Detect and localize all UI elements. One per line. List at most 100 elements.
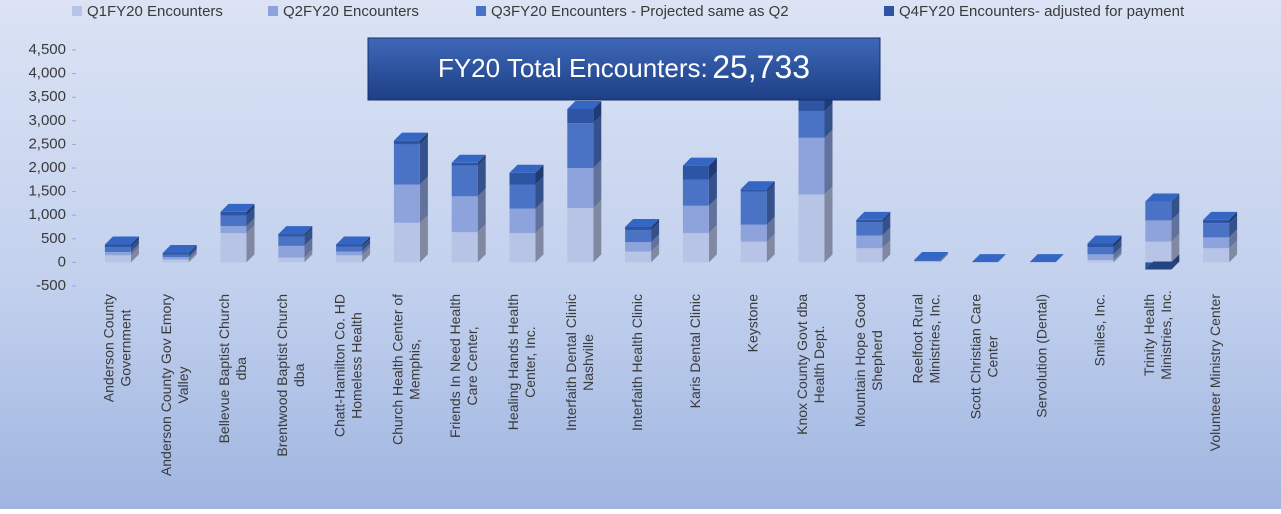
x-tick-line: Church Health Center of	[389, 294, 405, 445]
bar-side	[420, 136, 428, 184]
x-tick-line: Brentwood Baptist Church	[274, 294, 290, 457]
x-tick-line: Center, Inc.	[522, 326, 538, 398]
bar-segment	[336, 252, 362, 256]
bar-segment	[567, 123, 593, 168]
y-tick-label: 1,000	[28, 206, 66, 223]
x-tick-line: Health Dept.	[811, 326, 827, 404]
y-tick-label: 2,000	[28, 159, 66, 176]
bar-segment	[1203, 248, 1229, 262]
bar-segment	[510, 233, 536, 262]
x-tick-line: Trinity Health	[1141, 294, 1157, 376]
x-tick-line: Healing Hands Health	[505, 294, 521, 430]
y-tick-label: 0	[58, 253, 66, 270]
bar-segment	[799, 138, 825, 195]
x-tick-line: Anderson County Gov Emory	[158, 294, 174, 476]
bar-side	[825, 186, 833, 262]
x-tick-line: Volunteer Ministry Center	[1207, 294, 1223, 452]
x-tick-line: Center	[984, 335, 1000, 377]
x-tick-line: Memphis,	[406, 339, 422, 400]
legend-swatch	[884, 6, 894, 16]
x-tick-label: Trinity HealthMinistries, Inc.	[1141, 290, 1174, 379]
bar-segment	[1145, 220, 1171, 241]
x-tick-line: Smiles, Inc.	[1091, 294, 1107, 366]
bar-segment	[1088, 247, 1114, 254]
bar-segment	[799, 111, 825, 137]
x-tick-label: Volunteer Ministry Center	[1207, 294, 1223, 452]
bar-side	[420, 215, 428, 263]
bar-segment	[105, 247, 131, 252]
y-tick-label: -500	[36, 277, 66, 294]
bar-segment	[683, 166, 709, 180]
bar-segment	[394, 141, 420, 145]
x-tick-label: Reelfoot RuralMinistries, Inc.	[909, 294, 942, 384]
bar-segment	[336, 244, 362, 246]
legend-swatch	[72, 6, 82, 16]
bar-segment	[336, 255, 362, 262]
x-tick-line: Knox County Govt dba	[794, 294, 810, 435]
bar-side	[593, 115, 601, 168]
bar-segment	[510, 185, 536, 209]
bar-segment	[163, 257, 189, 259]
bar-segment	[452, 163, 478, 166]
x-tick-label: Smiles, Inc.	[1091, 294, 1107, 366]
bar-segment	[163, 253, 189, 255]
annotation-value: 25,733	[712, 49, 810, 85]
x-tick-line: Reelfoot Rural	[909, 294, 925, 384]
bar-segment	[452, 196, 478, 232]
x-tick-line: Keystone	[744, 294, 760, 353]
y-tick-label: 3,500	[28, 88, 66, 105]
y-tick-label: 2,500	[28, 135, 66, 152]
bar-segment	[625, 230, 651, 242]
x-tick-line: Interfaith Dental Clinic	[563, 294, 579, 431]
legend-label: Q1FY20 Encounters	[87, 3, 223, 20]
x-tick-line: dba	[233, 357, 249, 381]
bar-segment	[625, 252, 651, 263]
x-tick-line: Care Center,	[464, 326, 480, 405]
bar-segment	[1088, 244, 1114, 248]
bar-segment	[1203, 237, 1229, 248]
bar-segment	[567, 168, 593, 208]
bar-segment	[278, 234, 304, 236]
bar-segment	[278, 246, 304, 258]
bar-segment	[452, 232, 478, 262]
x-tick-line: dba	[291, 363, 307, 387]
x-tick-line: Chatt-Hamilton Co. HD	[331, 294, 347, 437]
x-tick-line: Homeless Health	[348, 312, 364, 419]
x-tick-line: Servolution (Dental)	[1033, 294, 1049, 418]
bar-segment	[1145, 242, 1171, 263]
bar-segment	[105, 255, 131, 262]
bar-segment	[683, 206, 709, 233]
bar-segment	[567, 109, 593, 123]
bar-segment	[856, 222, 882, 235]
x-tick-line: Government	[117, 309, 133, 386]
bar-segment	[856, 220, 882, 222]
x-tick-line: Friends In Need Health	[447, 294, 463, 438]
x-tick-label: Keystone	[744, 294, 760, 353]
bar-side	[825, 130, 833, 195]
annotation: FY20 Total Encounters: 25,733	[368, 38, 880, 100]
x-tick-line: Bellevue Baptist Church	[216, 294, 232, 443]
legend-label: Q4FY20 Encounters- adjusted for payment	[899, 3, 1185, 20]
bar-segment	[567, 208, 593, 262]
x-tick-label: Anderson CountyGovernment	[100, 294, 133, 402]
bar-segment	[799, 194, 825, 262]
bar-segment	[452, 166, 478, 197]
y-tick-label: 500	[41, 230, 66, 247]
y-tick-label: 3,000	[28, 112, 66, 129]
bar-segment	[741, 189, 767, 191]
bar-segment	[394, 223, 420, 263]
x-tick-line: Mountain Hope Good	[852, 294, 868, 427]
bar-segment	[1088, 260, 1114, 262]
bar-segment	[221, 212, 247, 216]
bar-segment	[510, 173, 536, 185]
bar-segment	[221, 216, 247, 226]
x-tick-line: Ministries, Inc.	[926, 294, 942, 383]
bar-segment	[163, 260, 189, 263]
annotation-label: FY20 Total Encounters:	[438, 53, 708, 83]
bar-side	[420, 177, 428, 223]
annotation-text: FY20 Total Encounters: 25,733	[438, 49, 810, 85]
bar-segment	[741, 225, 767, 242]
bar-segment	[105, 252, 131, 255]
bar-segment	[625, 227, 651, 230]
